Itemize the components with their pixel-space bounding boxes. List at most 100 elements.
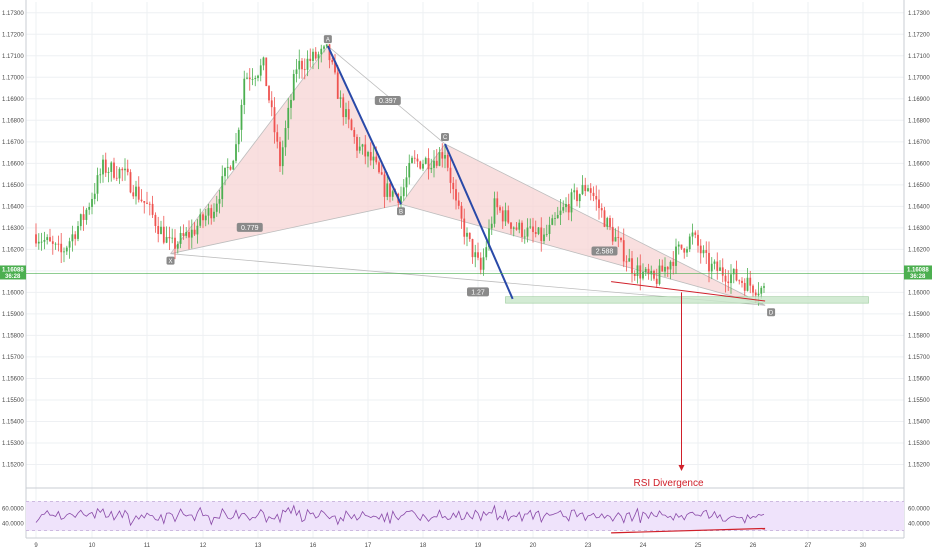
current-price-tag-left: [0, 265, 26, 280]
time-tick: 16: [310, 543, 317, 549]
candle-body: [680, 244, 683, 249]
candle-body: [490, 223, 493, 229]
candle-body: [270, 100, 273, 108]
candle-body: [471, 239, 474, 258]
candle-body: [383, 174, 386, 197]
candle-body: [46, 237, 49, 240]
candle-body: [99, 174, 102, 176]
candle-body: [537, 227, 540, 234]
candle-body: [389, 183, 391, 197]
time-tick: 26: [750, 543, 757, 549]
candle-body: [353, 129, 356, 137]
candle-body: [691, 232, 694, 237]
candle-body: [441, 152, 444, 159]
candle-body: [226, 166, 229, 168]
candle-body: [655, 278, 658, 284]
candle-body: [430, 167, 433, 170]
candle-body: [749, 277, 752, 286]
price-tick-right: 1.16400: [908, 204, 930, 210]
candle-body: [372, 156, 375, 161]
candle-body: [168, 236, 171, 239]
candle-body: [251, 79, 254, 80]
point-label-bg: [323, 35, 332, 44]
candle-body: [521, 222, 523, 237]
candle-body: [262, 57, 265, 66]
rsi-tick-right: 40.0000: [908, 521, 930, 527]
candle-body: [757, 293, 760, 296]
candle-body: [625, 261, 628, 263]
candle-body: [135, 186, 137, 197]
rsi-tick-right: 60.0000: [908, 507, 930, 513]
candle-body: [237, 129, 240, 145]
candle-body: [741, 280, 743, 283]
candle-body: [551, 218, 554, 225]
price-tick-left: 1.15500: [2, 398, 24, 404]
candle-body: [408, 162, 411, 178]
candle-body: [600, 208, 603, 211]
candle-body: [143, 201, 146, 203]
candle-body: [218, 199, 221, 204]
candle-body: [493, 198, 496, 224]
grid: [25, 0, 905, 539]
candle-body: [154, 214, 157, 227]
candle-body: [232, 160, 235, 170]
candle-body: [730, 274, 732, 284]
ratio-label-bg: [374, 95, 401, 105]
candle-body: [697, 234, 699, 246]
candle-body: [378, 162, 380, 173]
candle-body: [595, 196, 598, 200]
candle-body: [104, 159, 107, 173]
candle-body: [246, 77, 248, 79]
price-tick-left: 1.16700: [2, 140, 24, 146]
candle-body: [644, 268, 647, 272]
candle-body: [157, 226, 160, 235]
candle-body: [132, 192, 135, 197]
candle-body: [515, 227, 518, 230]
price-tick-left: 1.16400: [2, 204, 24, 210]
current-price-countdown-right: 36:28: [910, 274, 926, 280]
price-tick-left: 1.15400: [2, 419, 24, 425]
price-tick-right: 1.17300: [908, 11, 930, 17]
candle-body: [474, 252, 477, 258]
point-label-bg: [767, 308, 776, 317]
price-divergence-line: [611, 281, 766, 302]
time-tick: 23: [585, 543, 592, 549]
price-tick-right: 1.17200: [908, 32, 930, 38]
axes: 1.15200 1.15200 1.15300 1.15300 1.15400 1.154…: [0, 11, 932, 549]
candle-body: [79, 214, 82, 227]
candle-body: [102, 159, 104, 175]
price-tick-right: 1.16900: [908, 97, 930, 103]
price-tick-right: 1.15300: [908, 441, 930, 447]
candle-body: [339, 97, 342, 99]
candle-body: [485, 247, 488, 258]
candle-body: [735, 268, 738, 281]
candle-body: [284, 128, 287, 148]
candle-body: [140, 199, 143, 202]
candle-body: [113, 162, 115, 178]
price-tick-left: 1.16500: [2, 183, 24, 189]
candle-body: [323, 46, 325, 49]
candle-body: [287, 107, 290, 129]
price-tick-right: 1.15900: [908, 312, 930, 318]
candle-body: [705, 250, 708, 253]
candle-body: [548, 224, 551, 234]
candle-body: [110, 162, 113, 172]
candle-body: [573, 190, 576, 193]
candle-body: [309, 58, 312, 61]
candle-body: [587, 188, 589, 192]
time-tick: 20: [530, 543, 537, 549]
candle-body: [633, 273, 636, 277]
candle-body: [760, 287, 763, 294]
candle-body: [350, 119, 353, 130]
candle-body: [290, 99, 292, 108]
candle-body: [301, 60, 303, 70]
time-tick: 19: [475, 543, 482, 549]
candle-body: [43, 239, 46, 242]
point-label-b: B: [399, 209, 403, 215]
current-price-countdown-left: 36:28: [5, 274, 21, 280]
candle-body: [565, 203, 567, 208]
price-tick-right: 1.15800: [908, 333, 930, 339]
candle-body: [202, 214, 204, 221]
time-tick: 27: [805, 543, 812, 549]
